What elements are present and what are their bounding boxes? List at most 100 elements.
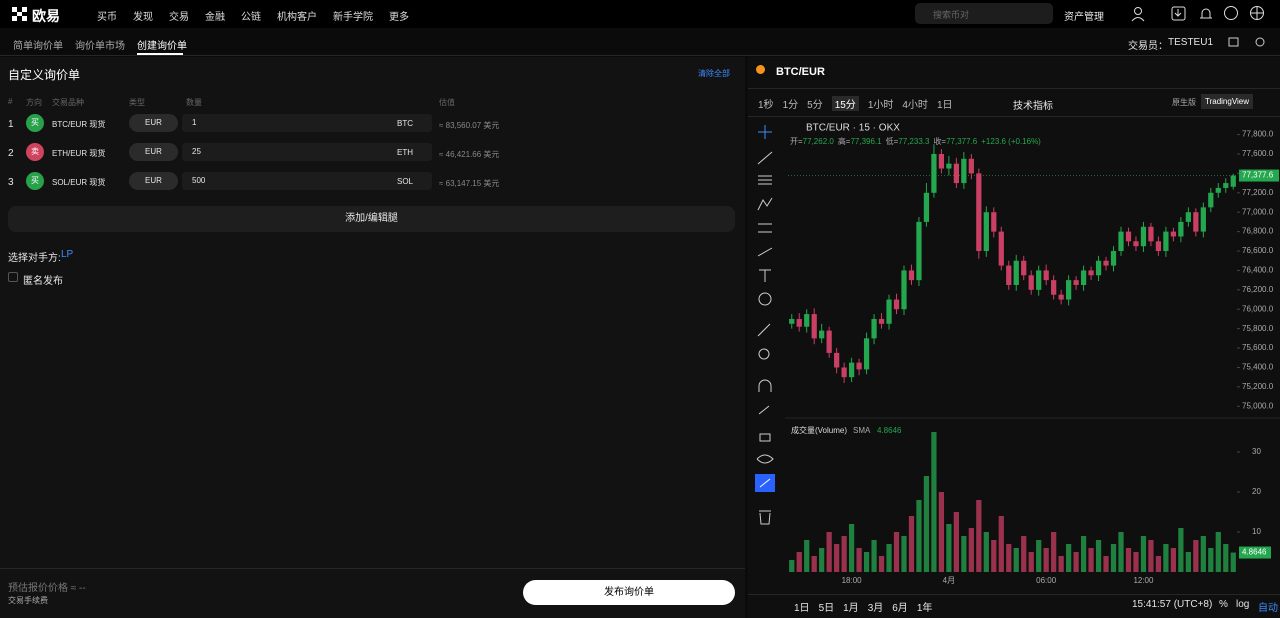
menu-item[interactable]: 公链	[241, 12, 261, 23]
indicators[interactable]: 技术指标	[1013, 101, 1053, 112]
divider	[748, 116, 1280, 117]
range[interactable]: 6月	[892, 603, 908, 614]
leg-type[interactable]: EUR	[129, 114, 178, 132]
range[interactable]: 3月	[867, 603, 884, 614]
candle-body	[923, 192, 930, 222]
submit-button[interactable]: 发布询价单	[523, 580, 735, 605]
counterparty[interactable]: LP	[61, 249, 74, 260]
clear-all[interactable]: 清除全部	[698, 69, 730, 78]
trader: TESTEU1	[1168, 37, 1214, 48]
interval[interactable]: 15分	[831, 96, 859, 111]
volume-bar	[1185, 552, 1191, 572]
leg-value: ≈ 63,147.15 美元	[439, 179, 500, 188]
volume-bar	[1006, 544, 1012, 572]
symbol[interactable]: BTC/EUR	[776, 66, 825, 78]
candle-body	[1036, 270, 1042, 290]
volume-bar	[878, 556, 885, 572]
leg-qty-input[interactable]: 25 ETH	[182, 143, 432, 161]
interval[interactable]: 5分	[807, 100, 823, 111]
logo[interactable]: 欧易	[32, 8, 60, 24]
volume-bar	[819, 548, 825, 572]
menu-item[interactable]: 买币	[97, 12, 117, 23]
sub-nav: 简单询价单 询价单市场 创建询价单 交易员： TESTEU1	[0, 28, 1280, 56]
ranges: 1日 5日 1月 3月 6月 1年	[794, 599, 932, 614]
candle-body	[893, 299, 900, 310]
candle-body	[998, 231, 1004, 266]
leg-qty-input[interactable]: 500 SOL	[182, 172, 432, 190]
checkbox[interactable]	[8, 272, 18, 282]
volume-bar	[796, 552, 802, 572]
menu-item[interactable]: 新手学院	[333, 12, 373, 23]
y-tick-label: 76,200.0	[1242, 285, 1274, 294]
volume-bar	[893, 532, 900, 572]
interval[interactable]: 1日	[936, 100, 953, 111]
range[interactable]: 1日	[794, 603, 810, 614]
interval[interactable]: 1秒	[758, 100, 774, 111]
volume-bar	[946, 524, 952, 572]
range[interactable]: 1年	[916, 603, 933, 614]
header: 交易品种	[52, 98, 84, 107]
y-tick-label: 77,800.0	[1242, 130, 1274, 139]
view-active[interactable]: TradingView	[1201, 94, 1254, 109]
tab[interactable]: 询价单市场	[75, 41, 125, 52]
menu-item[interactable]: 交易	[169, 12, 189, 23]
candle-body	[826, 330, 832, 353]
divider	[0, 568, 745, 569]
add-leg-button[interactable]: 添加/编辑腿	[8, 206, 735, 232]
chart-panel: BTC/EUR 1秒 1分 5分 15分 1小时 4小时 1日 技术指标 原生版 Tradi…	[748, 57, 1280, 618]
interval[interactable]: 4小时	[902, 100, 928, 111]
volume-bar	[1193, 540, 1199, 572]
candle-body	[819, 330, 825, 339]
volume-bar	[1051, 532, 1057, 572]
volume-bar	[811, 556, 817, 572]
y-tick-label: 75,000.0	[1242, 401, 1274, 410]
candle-body	[1215, 187, 1221, 193]
candle-body	[1066, 280, 1072, 300]
volume-bar	[1088, 548, 1094, 572]
volume-bar	[931, 432, 937, 572]
interval[interactable]: 1小时	[867, 100, 894, 111]
volume-last-tag	[1239, 546, 1271, 559]
candle-body	[938, 153, 945, 169]
candle-body	[953, 163, 959, 184]
candle-body	[841, 367, 847, 378]
menu-item[interactable]: 更多	[389, 12, 409, 23]
search-box[interactable]: 搜索币对	[915, 3, 1053, 24]
tab-active[interactable]: 创建询价单	[137, 41, 187, 52]
candle-body	[863, 338, 870, 370]
tab[interactable]: 简单询价单	[13, 41, 63, 52]
volume-last: 4.8646	[877, 426, 902, 435]
chart-title: BTC/EUR · 15 · OKX	[806, 123, 900, 134]
volume-bar	[1043, 548, 1049, 572]
volume-bar	[841, 536, 847, 572]
candle-body	[1088, 270, 1094, 276]
scale-opt[interactable]: %	[1219, 599, 1228, 610]
range[interactable]: 1月	[843, 603, 859, 614]
candle-body	[961, 158, 967, 184]
y-tick-label: 77,200.0	[1242, 188, 1274, 197]
leg-type[interactable]: EUR	[129, 172, 178, 190]
view[interactable]: 原生版	[1172, 98, 1196, 107]
candle-body	[856, 362, 862, 370]
interval[interactable]: 1分	[782, 100, 799, 111]
leg-type[interactable]: EUR	[129, 143, 178, 161]
candle-body	[931, 153, 937, 193]
candle-body	[1043, 270, 1049, 281]
assets-menu[interactable]: 资产管理	[1064, 12, 1104, 23]
tab-underline	[137, 53, 183, 55]
menu-item[interactable]: 发现	[133, 12, 153, 23]
leg-qty: 500	[192, 176, 206, 185]
scale-opt[interactable]: log	[1236, 599, 1250, 610]
range[interactable]: 5日	[818, 603, 835, 614]
volume-bar	[1058, 556, 1064, 572]
y-tick-label: 75,200.0	[1242, 382, 1274, 391]
volume-bar	[1073, 552, 1079, 572]
leg-qty-input[interactable]: 1 BTC	[182, 114, 432, 132]
scale-opt[interactable]: 自动	[1258, 603, 1278, 614]
menu-item[interactable]: 金融	[205, 12, 225, 23]
menu-item[interactable]: 机构客户	[277, 12, 317, 23]
volume-bar	[1215, 532, 1221, 572]
candle-body	[983, 212, 989, 252]
volume-sma: SMA	[853, 426, 871, 435]
y-tick-label: 76,400.0	[1242, 266, 1274, 275]
